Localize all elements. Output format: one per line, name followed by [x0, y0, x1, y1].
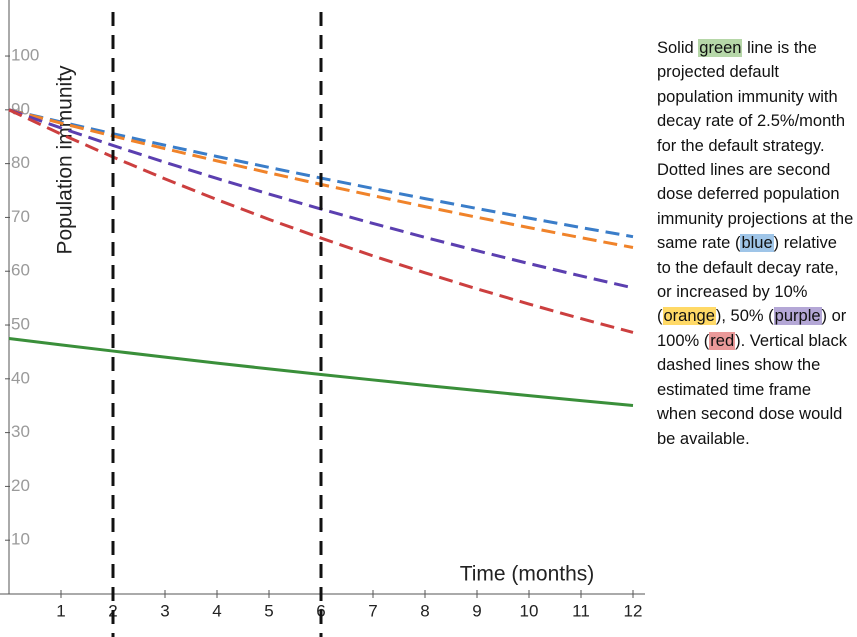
- x-tick-label: 1: [56, 601, 65, 620]
- y-axis-label: Population immunity: [54, 65, 77, 255]
- caption-text: line is the projected default population…: [657, 39, 854, 253]
- x-tick-label: 10: [520, 601, 539, 620]
- highlighted-word: blue: [740, 234, 774, 253]
- y-tick-label: 70: [11, 207, 30, 226]
- caption: Solid green line is the projected defaul…: [657, 36, 855, 451]
- y-tick-label: 60: [11, 261, 30, 280]
- series-line: [8, 336, 634, 407]
- x-tick-label: 9: [472, 601, 481, 620]
- caption-text: ) or 100% (: [657, 307, 847, 350]
- y-tick-label: 80: [11, 153, 30, 172]
- y-tick-label: 30: [11, 422, 30, 441]
- x-tick-label: 7: [368, 601, 377, 620]
- x-axis-label: Time (months): [460, 563, 595, 586]
- caption-text: ). Vertical black dashed lines show the …: [657, 331, 848, 448]
- x-tick-label: 3: [160, 601, 169, 620]
- caption-text: ), 50% (: [715, 307, 774, 326]
- highlighted-word: green: [698, 39, 743, 57]
- x-tick-label: 11: [572, 601, 590, 620]
- y-tick-label: 20: [11, 476, 30, 495]
- x-tick-label: 5: [264, 601, 273, 620]
- highlighted-word: red: [709, 331, 736, 350]
- x-tick-label: 8: [420, 601, 429, 620]
- y-tick-label: 100: [11, 46, 39, 65]
- y-tick-label: 10: [11, 530, 30, 549]
- y-tick-label: 50: [11, 315, 30, 334]
- chart: Population immunity Time (months) 10 20 30…: [0, 0, 645, 637]
- x-tick-label: 12: [624, 601, 643, 620]
- x-tick-label: 4: [212, 601, 221, 620]
- caption-text: Solid: [657, 39, 699, 57]
- highlighted-word: purple: [773, 307, 822, 326]
- caption-text: ) relative to the default decay rate, or…: [657, 234, 839, 326]
- highlighted-word: orange: [662, 307, 716, 326]
- y-tick-label: 40: [11, 368, 30, 387]
